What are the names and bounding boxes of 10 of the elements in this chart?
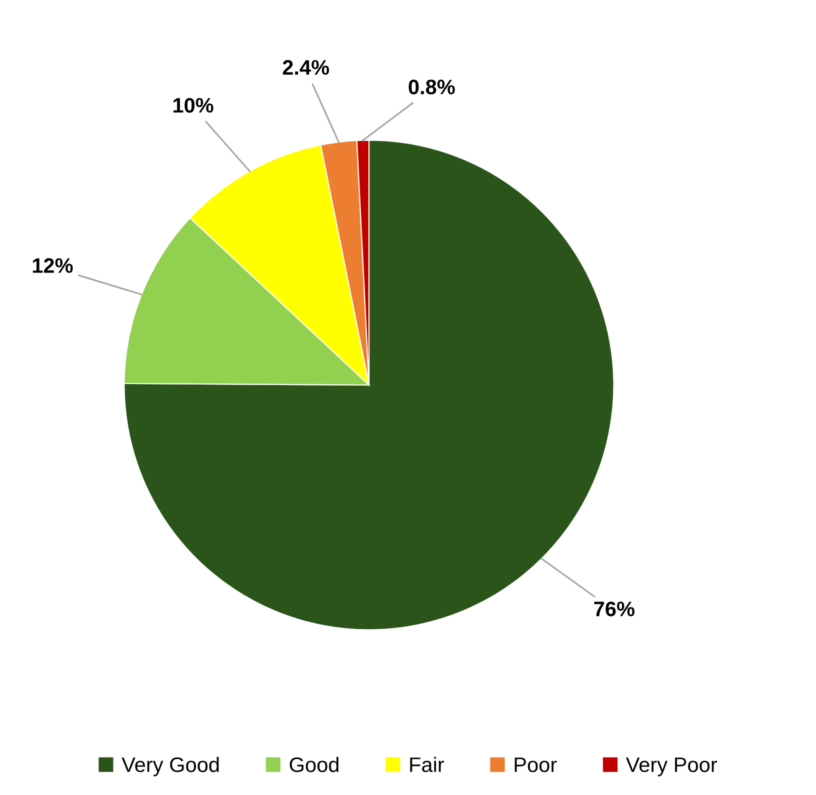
legend-label: Poor: [514, 758, 557, 772]
legend-label: Very Good: [122, 756, 219, 776]
legend-label: Very Poor: [626, 758, 717, 776]
data-label: 10%: [174, 98, 214, 113]
data-label: 12%: [32, 258, 73, 273]
data-label: 2.4%: [282, 60, 330, 75]
legend-label: Fair: [410, 756, 444, 772]
data-label: 0.8%: [408, 80, 455, 94]
legend-label: Good: [290, 756, 338, 772]
data-label: 76%: [594, 602, 634, 616]
